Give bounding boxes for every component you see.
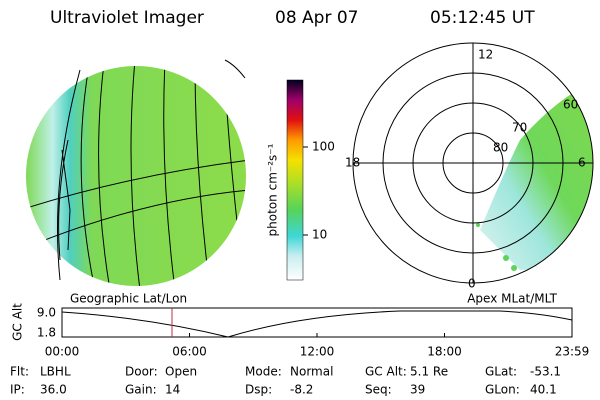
timeline: GC Alt 9.0 1.8 00:00 06:00 12:00 18:00 23:59 <box>11 303 590 359</box>
mlt-label: 6 <box>578 156 586 170</box>
mlt-label: 18 <box>345 156 360 170</box>
y-tick-label: 9.0 <box>37 306 56 320</box>
panel-label: Apex MLat/MLT <box>467 292 557 306</box>
y-tick-label: 1.8 <box>37 326 56 340</box>
colorbar-label: photon cm⁻²s⁻¹ <box>266 143 280 236</box>
mlt-label: 12 <box>478 48 493 62</box>
field-value: Open <box>165 365 197 379</box>
field-label: Seq: <box>365 383 392 397</box>
field-value: LBHL <box>40 365 71 379</box>
field-label: Gain: <box>125 383 157 397</box>
field-label: Door: <box>125 365 158 379</box>
time: 05:12:45 UT <box>430 8 535 28</box>
polar-plot: 12 18 6 0 60 70 80 <box>345 42 594 291</box>
colorbar-tick: 100 <box>312 140 335 154</box>
globe-image <box>26 59 246 286</box>
field-value: 36.0 <box>40 383 67 397</box>
mlat-label: 70 <box>512 121 527 135</box>
date: 08 Apr 07 <box>275 8 358 28</box>
field-value: 39 <box>410 383 425 397</box>
x-tick-label: 06:00 <box>172 345 207 359</box>
colorbar-tick: 10 <box>312 228 327 242</box>
field-value: -8.2 <box>290 383 313 397</box>
x-tick-label: 23:59 <box>555 345 590 359</box>
colorbar: 100 10 photon cm⁻²s⁻¹ <box>266 79 335 281</box>
field-label: GLat: <box>485 365 517 379</box>
field-label: Flt: <box>10 365 29 379</box>
mlat-label: 80 <box>493 141 508 155</box>
field-label: Dsp: <box>245 383 272 397</box>
field-label: Mode: <box>245 365 282 379</box>
mlat-label: 60 <box>563 98 578 112</box>
panel-label: Geographic Lat/Lon <box>70 292 187 306</box>
field-value: -53.1 <box>530 365 561 379</box>
field-label: IP: <box>10 383 25 397</box>
mlt-label: 0 <box>468 277 476 291</box>
field-label: GLon: <box>485 383 520 397</box>
field-value: 14 <box>165 383 180 397</box>
title: Ultraviolet Imager <box>50 8 204 28</box>
x-tick-label: 18:00 <box>427 345 462 359</box>
x-tick-label: 12:00 <box>300 345 335 359</box>
x-tick-label: 00:00 <box>45 345 80 359</box>
field-value: 5.1 Re <box>410 365 448 379</box>
field-value: Normal <box>290 365 333 379</box>
field-label: GC Alt: <box>365 365 407 379</box>
field-value: 40.1 <box>530 383 557 397</box>
y-axis-label: GC Alt <box>11 303 25 341</box>
